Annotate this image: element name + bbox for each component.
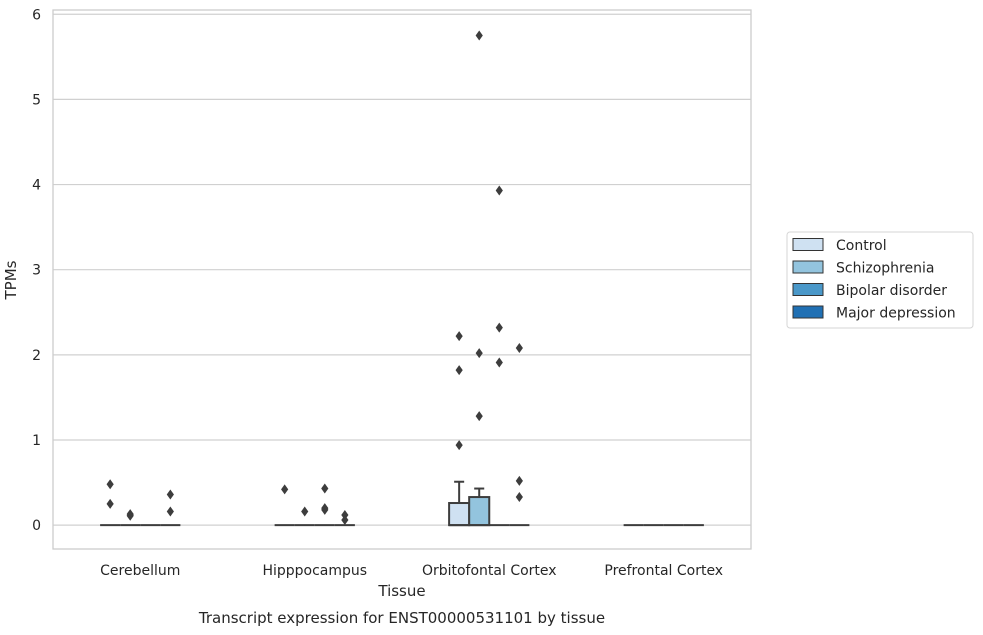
y-axis-label: TPMs: [2, 260, 20, 300]
y-tick-label: 2: [32, 348, 41, 364]
box-group: [334, 509, 355, 527]
box-group: [468, 30, 491, 527]
y-tick-label: 3: [32, 263, 41, 279]
legend-label: Control: [836, 238, 887, 254]
box-group: [314, 483, 335, 527]
outlier-point: [106, 498, 114, 509]
y-tick-label: 0: [32, 518, 41, 534]
legend-swatch: [792, 305, 824, 319]
plot-area-frame: [52, 9, 752, 550]
box-group: [120, 509, 141, 527]
outlier-point: [166, 506, 174, 517]
outlier-point: [321, 504, 329, 515]
x-tick-label: Hipppocampus: [262, 563, 367, 579]
outlier-point: [475, 348, 483, 359]
outlier-point: [341, 509, 349, 520]
outlier-point: [166, 489, 174, 500]
y-tick-label: 4: [32, 178, 41, 194]
box-group: [448, 331, 471, 527]
x-tick-label: Orbitofontal Cortex: [422, 563, 557, 579]
x-axis-label: Tissue: [377, 582, 425, 600]
outlier-point: [515, 343, 523, 354]
legend-label: Bipolar disorder: [836, 283, 947, 299]
chart-caption: Transcript expression for ENST0000053110…: [198, 609, 605, 627]
x-axis-ticks: Cerebellum Hipppocampus Orbitofontal Corte…: [100, 563, 723, 579]
legend-label: Schizophrenia: [836, 261, 934, 277]
outlier-point: [106, 479, 114, 490]
outlier-point: [455, 440, 463, 451]
outlier-point: [515, 475, 523, 486]
legend: Control Schizophrenia Bipolar disorder Majo…: [786, 231, 974, 329]
outlier-point: [495, 185, 503, 196]
outlier-point: [495, 357, 503, 368]
outlier-point: [281, 484, 289, 495]
box-group: [489, 185, 510, 527]
box-group: [160, 489, 181, 527]
legend-swatch: [792, 238, 824, 251]
gridlines: [53, 13, 751, 526]
outlier-point: [321, 483, 329, 494]
outlier-point: [495, 322, 503, 333]
legend-items: Control Schizophrenia Bipolar disorder Majo…: [792, 238, 956, 322]
outlier-point: [341, 515, 349, 526]
box-groups: [100, 30, 704, 527]
box-group: [509, 343, 530, 527]
y-tick-label: 1: [32, 433, 41, 449]
legend-label: Major depression: [836, 306, 956, 322]
outlier-point: [126, 510, 134, 521]
box: [448, 502, 471, 527]
outlier-point: [455, 365, 463, 376]
x-tick-label: Prefrontal Cortex: [604, 563, 723, 579]
legend-swatch: [792, 283, 824, 296]
y-tick-label: 5: [32, 92, 41, 108]
legend-frame: [786, 231, 974, 329]
box-group: [100, 479, 121, 527]
y-axis-ticks: 0 1 2 3 4 5 6: [32, 7, 41, 534]
y-tick-label: 6: [32, 7, 41, 23]
outlier-point: [301, 506, 309, 517]
outlier-point: [455, 331, 463, 342]
x-tick-label: Cerebellum: [100, 563, 180, 579]
box: [468, 496, 491, 527]
legend-swatch: [792, 260, 824, 274]
outlier-point: [475, 30, 483, 41]
outlier-point: [515, 492, 523, 503]
box-group: [274, 484, 295, 527]
outlier-point: [475, 411, 483, 422]
box-group: [294, 506, 315, 527]
